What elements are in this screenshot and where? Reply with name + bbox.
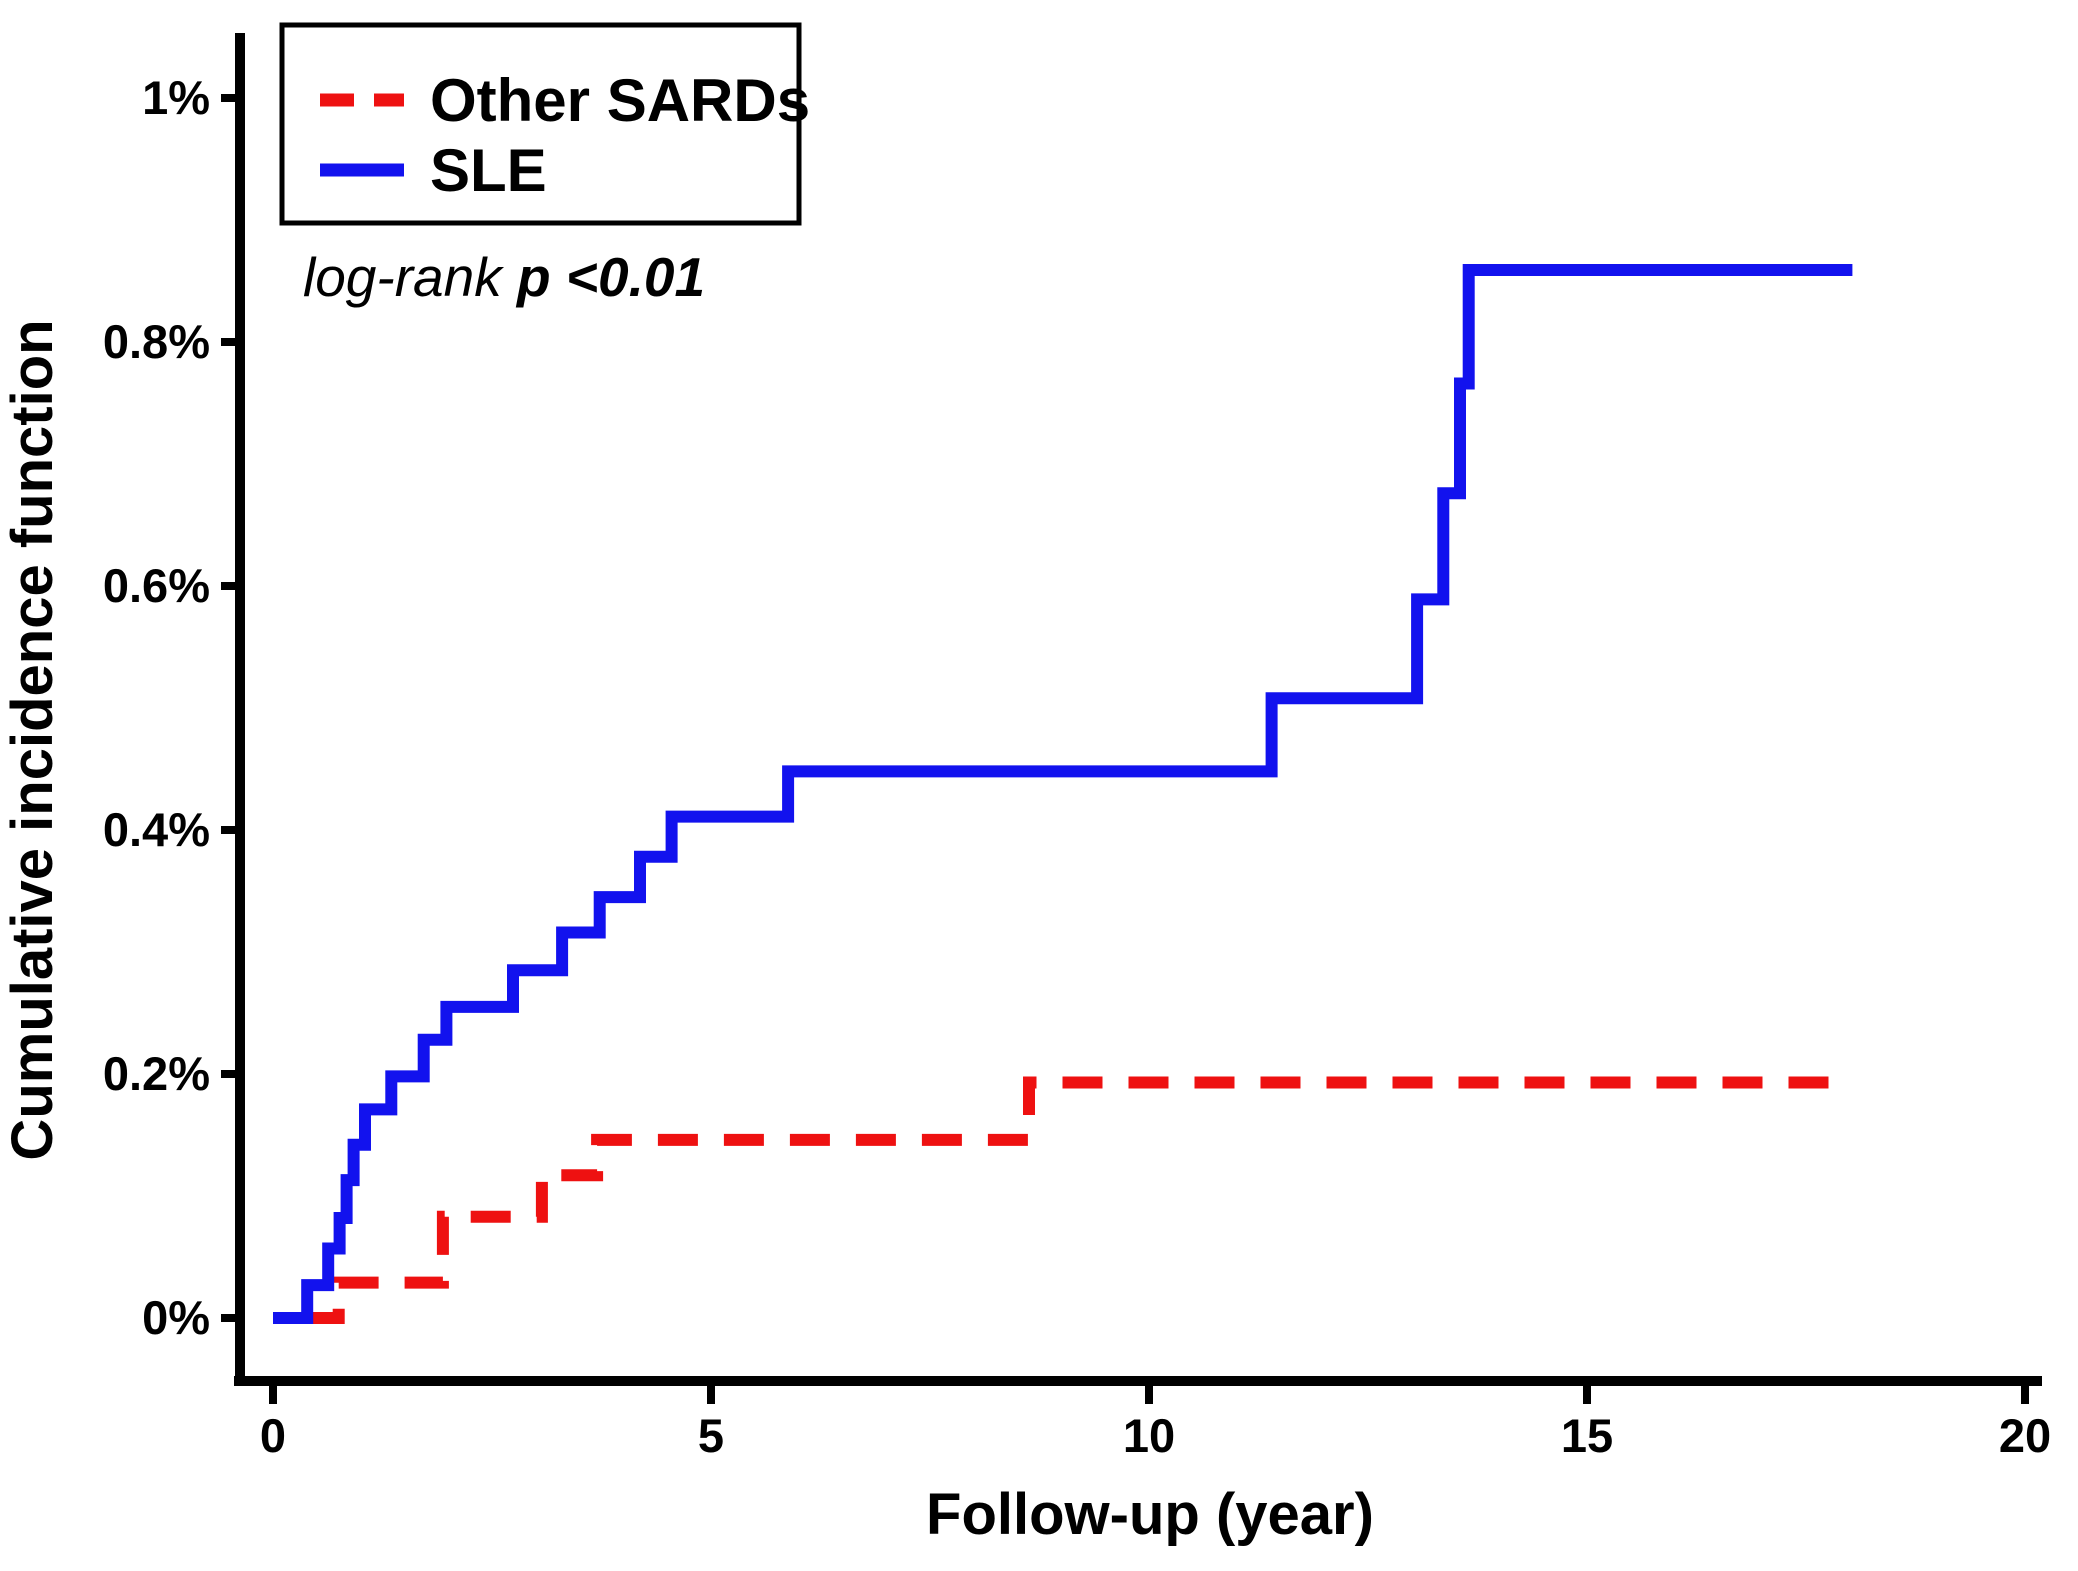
log-rank-annotation-pvalue: p <0.01 <box>515 246 705 308</box>
legend: Other SARDs SLE <box>279 22 810 226</box>
legend-label-sle: SLE <box>430 137 547 204</box>
x-tick-label: 15 <box>1561 1409 1613 1462</box>
y-tick-label: 0.8% <box>103 315 210 368</box>
y-tick-label: 0.4% <box>103 803 210 856</box>
log-rank-annotation-prefix: log-rank <box>303 246 517 308</box>
curve-sle <box>273 264 1853 1324</box>
x-tick-label: 5 <box>698 1409 724 1462</box>
legend-label-other-sards: Other SARDs <box>430 67 810 134</box>
y-tick-label: 0.2% <box>103 1047 210 1100</box>
y-tick-label: 0.6% <box>103 559 210 612</box>
x-tick-label: 10 <box>1123 1409 1175 1462</box>
log-rank-annotation: log-rank p <0.01 <box>303 246 705 308</box>
axes: 0% 0.2% 0.4% 0.6% 0.8% 1% 0 5 10 15 20 <box>103 33 2051 1462</box>
y-axis-title: Cumulative incidence function <box>0 319 65 1160</box>
x-tick-label: 0 <box>260 1409 286 1462</box>
y-tick-label: 1% <box>142 71 210 124</box>
curve-other-sards <box>308 1076 1850 1324</box>
x-axis-title: Follow-up (year) <box>926 1482 1374 1547</box>
legend-box <box>279 22 802 226</box>
y-tick-label: 0% <box>142 1291 210 1344</box>
curves <box>273 264 1853 1324</box>
x-tick-label: 20 <box>1999 1409 2051 1462</box>
